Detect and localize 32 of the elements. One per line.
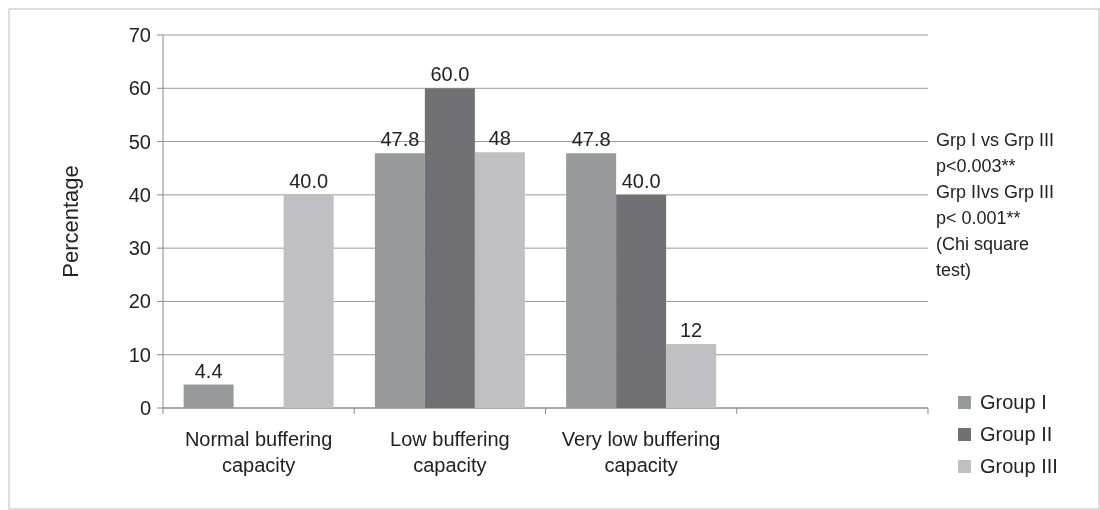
- data-label: 47.8: [571, 128, 611, 151]
- text: Grp I vs Grp III p<0.003**: [936, 130, 1055, 176]
- y-tick-label: 70: [128, 24, 151, 46]
- y-tick-label: 0: [139, 397, 151, 419]
- bar: [183, 384, 234, 408]
- text: (Chi square test): [936, 234, 1030, 280]
- data-label: 40.0: [289, 169, 329, 192]
- y-tick-label: 50: [128, 130, 151, 153]
- y-tick-label: 10: [128, 343, 151, 366]
- data-label: 40.0: [621, 169, 661, 192]
- y-tick-label: 20: [128, 290, 151, 313]
- legend-label: Group III: [980, 455, 1058, 477]
- x-tick-label: Very low buffering capacity: [561, 428, 721, 476]
- data-label: 60.0: [430, 63, 470, 86]
- bar: [474, 152, 525, 408]
- y-axis-title: Percentage: [58, 165, 83, 278]
- y-tick-label: 40: [128, 183, 151, 206]
- bar: [424, 88, 475, 408]
- text: Grp IIvs Grp III p< 0.001**: [936, 182, 1055, 228]
- bar: [283, 194, 334, 408]
- x-tick-label: Normal buffering capacity: [184, 428, 333, 476]
- bar: [666, 344, 717, 408]
- bar: [616, 194, 667, 408]
- y-tick-label: 30: [128, 237, 151, 260]
- data-label: 48: [488, 127, 511, 150]
- data-label: 12: [680, 319, 703, 342]
- legend-label: Group II: [980, 423, 1053, 445]
- y-tick-label: 60: [128, 77, 151, 100]
- data-label: 47.8: [380, 128, 420, 151]
- x-tick-label: Low buffering capacity: [390, 428, 510, 476]
- data-label: 4.4: [194, 359, 223, 382]
- legend-label: Group I: [980, 391, 1047, 413]
